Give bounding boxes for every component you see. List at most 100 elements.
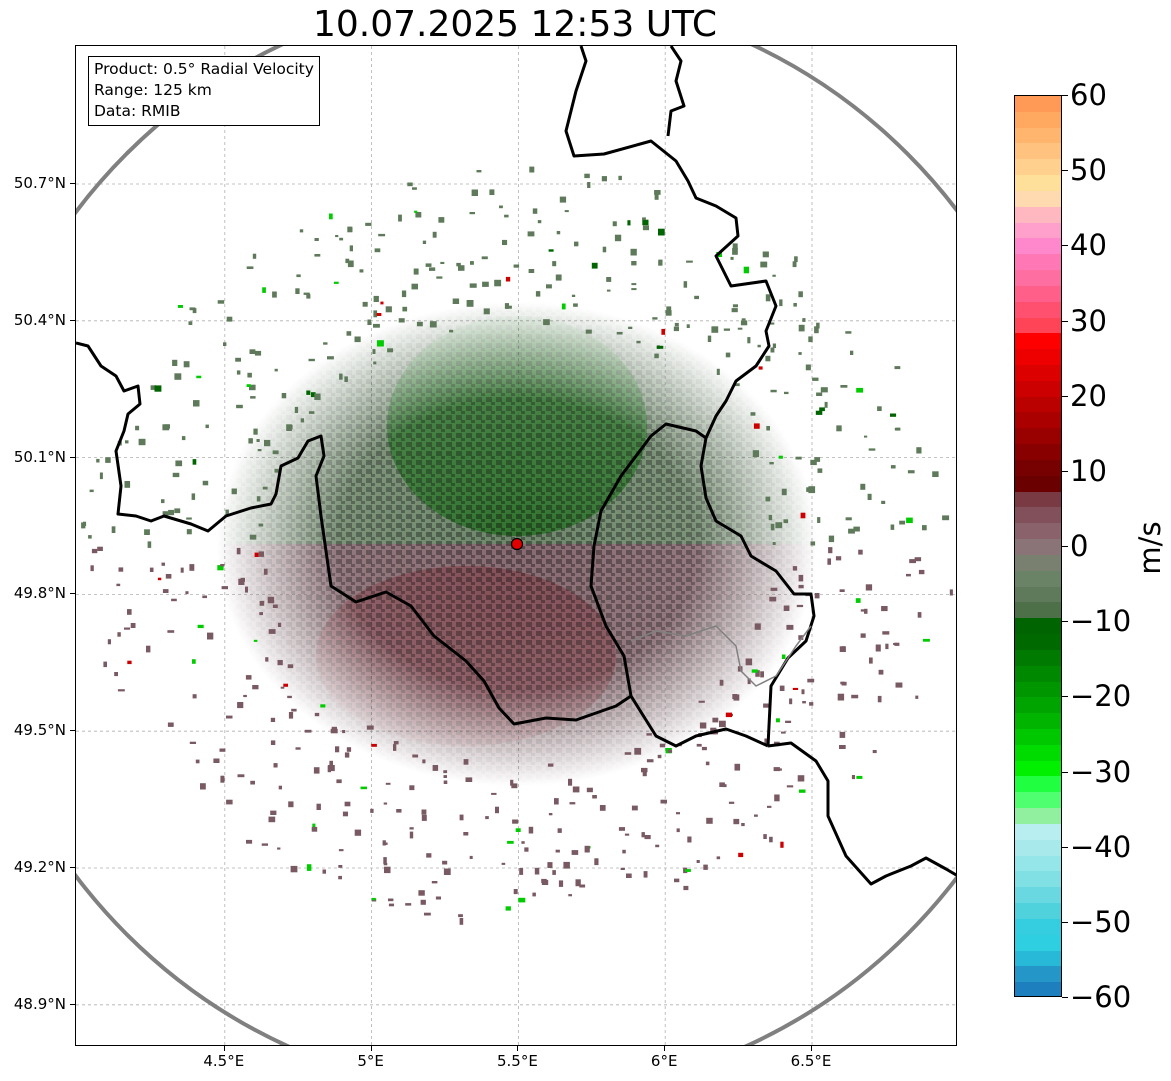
colorbar-tick-mark	[1062, 546, 1068, 547]
echo-pixel	[167, 630, 175, 633]
echo-pixel	[798, 789, 806, 793]
echo-pixel	[798, 584, 804, 589]
colorbar-segment	[1015, 428, 1061, 445]
echo-pixel	[513, 264, 520, 268]
echo-pixel	[622, 849, 626, 854]
echo-pixel	[311, 826, 318, 832]
echo-pixel	[620, 867, 625, 870]
echo-pixel	[893, 642, 898, 645]
echo-pixel	[860, 609, 867, 612]
echo-pixel	[754, 814, 758, 817]
echo-pixel	[146, 645, 151, 653]
y-tick-mark	[70, 183, 75, 184]
echo-pixel	[505, 276, 511, 282]
echo-pixel	[643, 871, 648, 878]
echo-pixel	[345, 258, 350, 264]
echo-pixel	[707, 335, 712, 342]
echo-pixel	[753, 423, 760, 429]
echo-pixel	[312, 823, 316, 830]
echo-pixel	[642, 769, 647, 777]
echo-pixel	[300, 418, 304, 423]
echo-pixel	[89, 489, 94, 493]
echo-pixel	[385, 306, 392, 313]
radar-site-marker[interactable]	[510, 537, 524, 551]
echo-pixel	[796, 604, 804, 608]
colorbar-tick-label: −20	[1070, 679, 1132, 714]
echo-pixel	[268, 629, 276, 634]
echo-pixel	[186, 529, 192, 535]
echo-pixel	[728, 801, 735, 804]
echo-pixel	[322, 869, 326, 874]
echo-pixel	[270, 810, 277, 815]
echo-pixel	[797, 775, 805, 782]
y-tick-mark	[70, 456, 75, 458]
colorbar-segment	[1015, 507, 1061, 524]
colorbar-segment	[1015, 254, 1061, 271]
echo-pixel	[415, 212, 422, 218]
echo-pixel	[667, 749, 673, 753]
y-tick-label: 49.5°N	[13, 721, 66, 740]
echo-pixel	[257, 449, 262, 452]
echo-pixel	[815, 410, 823, 415]
echo-pixel	[306, 864, 312, 871]
echo-pixel	[711, 326, 719, 333]
colorbar-segment	[1015, 713, 1061, 730]
echo-pixel	[186, 517, 192, 520]
echo-pixel	[295, 288, 300, 294]
echo-pixel	[250, 780, 255, 785]
echo-pixel	[602, 246, 607, 253]
y-tick-label: 49.8°N	[13, 584, 66, 603]
echo-pixel	[181, 436, 186, 441]
echo-pixel	[162, 511, 169, 517]
echo-pixel	[288, 712, 294, 719]
radar-map-svg[interactable]	[76, 46, 957, 1046]
echo-pixel	[779, 299, 783, 307]
colorbar-segment	[1015, 934, 1061, 952]
echo-pixel	[769, 462, 774, 465]
echo-pixel	[398, 318, 405, 323]
echo-pixel	[780, 841, 784, 848]
echo-pixel	[188, 321, 193, 325]
echo-pixel	[127, 609, 132, 615]
colorbar-tick-mark	[1062, 395, 1068, 397]
echo-pixel	[828, 535, 835, 543]
radar-map[interactable]	[75, 45, 957, 1046]
colorbar-segment	[1015, 792, 1061, 809]
echo-pixel	[808, 336, 813, 343]
echo-pixel	[801, 689, 805, 695]
echo-pixel	[816, 322, 820, 329]
echo-pixel	[716, 856, 721, 860]
echo-pixel	[162, 424, 170, 431]
echo-pixel	[342, 730, 346, 734]
colorbar-unit: m/s	[1133, 521, 1167, 575]
echo-pixel	[303, 292, 310, 295]
echo-pixel	[359, 269, 364, 273]
echo-pixel	[558, 880, 564, 887]
echo-pixel	[237, 702, 244, 709]
echo-pixel	[732, 243, 738, 250]
echo-pixel	[174, 373, 182, 380]
echo-pixel	[258, 523, 264, 527]
echo-pixel	[630, 248, 637, 256]
echo-pixel	[513, 889, 518, 895]
echo-pixel	[306, 294, 311, 299]
echo-pixel	[459, 918, 464, 925]
echo-pixel	[676, 812, 680, 815]
echo-pixel	[180, 567, 184, 573]
echo-pixel	[631, 283, 637, 286]
echo-pixel	[810, 459, 817, 466]
echo-pixel	[798, 574, 804, 582]
echo-pixel	[770, 587, 778, 591]
echo-pixel	[754, 623, 761, 630]
echo-pixel	[907, 470, 915, 474]
echo-pixel	[631, 288, 637, 291]
echo-pixel	[723, 328, 730, 331]
echo-pixel	[308, 358, 315, 362]
echo-pixel	[270, 717, 276, 722]
colorbar-segment	[1015, 649, 1061, 667]
echo-pixel	[272, 450, 279, 455]
echo-pixel	[262, 486, 268, 490]
echo-pixel	[262, 287, 266, 293]
echo-pixel	[732, 304, 738, 308]
x-tick-label: 4.5°E	[203, 1052, 245, 1070]
